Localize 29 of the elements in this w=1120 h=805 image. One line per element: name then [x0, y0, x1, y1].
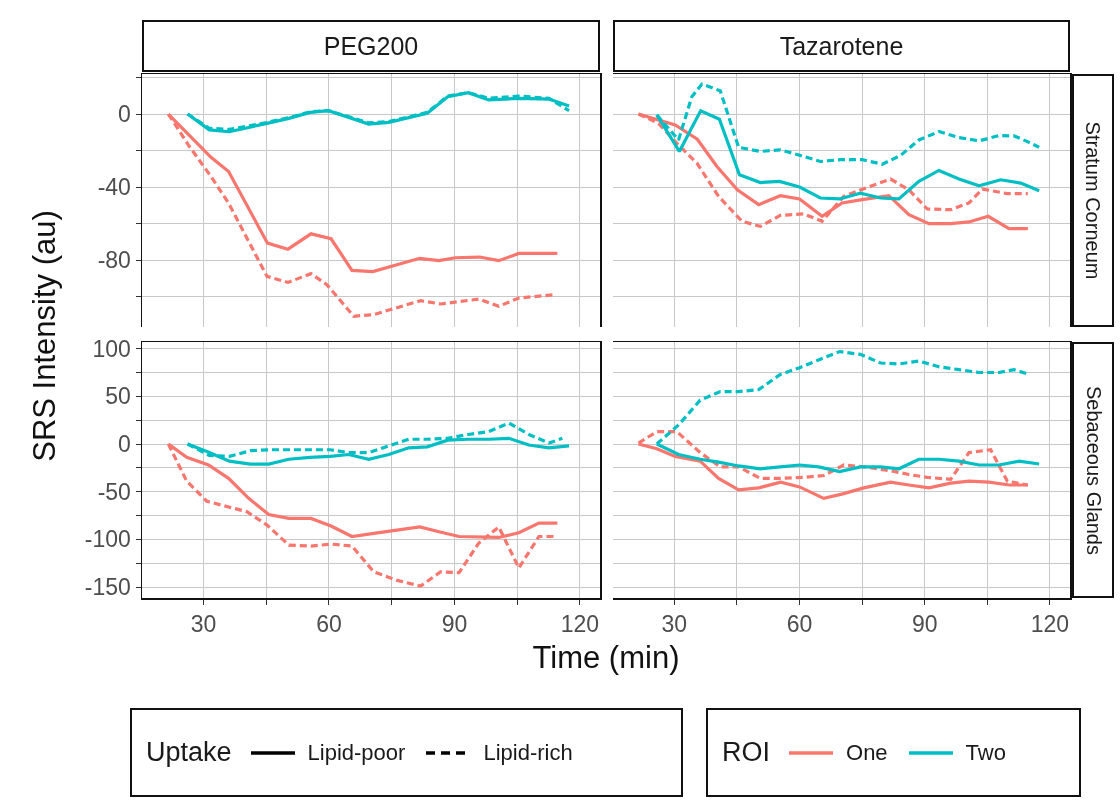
- text: Sebaceous Glands: [1081, 385, 1105, 555]
- x-tick-label: 30: [190, 611, 217, 638]
- text: Lipid-poor: [307, 739, 406, 766]
- y-tick-label: -40: [97, 174, 131, 201]
- legend-label: Two: [965, 739, 1006, 766]
- y-tick-label: 50: [105, 383, 131, 410]
- y-tick-label: 100: [92, 335, 131, 362]
- y-tick-label: -80: [97, 247, 131, 274]
- legend-label: One: [846, 739, 888, 766]
- x-tick-label: 60: [316, 611, 342, 638]
- x-tick-label: 90: [441, 611, 468, 638]
- legend-title: ROI: [722, 737, 771, 768]
- y-tick-label: -150: [84, 574, 131, 601]
- x-tick-label: 120: [1030, 611, 1070, 638]
- chart-title: Tazarotene: [613, 20, 1070, 72]
- text: Lipid-rich: [483, 739, 573, 766]
- y-tick-label: 0: [118, 101, 131, 128]
- x-axis-title: Time (min): [531, 640, 681, 676]
- x-tick-label: 90: [911, 611, 938, 638]
- y-axis-title: SRS Intensity (au): [27, 209, 63, 464]
- legend-title: Uptake: [146, 737, 232, 768]
- x-tick-label: 30: [661, 611, 688, 638]
- chart-title: PEG200: [142, 20, 600, 72]
- x-tick-label: 120: [560, 611, 600, 638]
- y-tick-label: -100: [84, 526, 131, 553]
- y-tick-label: -50: [97, 478, 131, 505]
- x-tick-label: 60: [786, 611, 813, 638]
- text: Stratum Corneum: [1081, 121, 1105, 280]
- y-tick-label: 0: [118, 431, 131, 458]
